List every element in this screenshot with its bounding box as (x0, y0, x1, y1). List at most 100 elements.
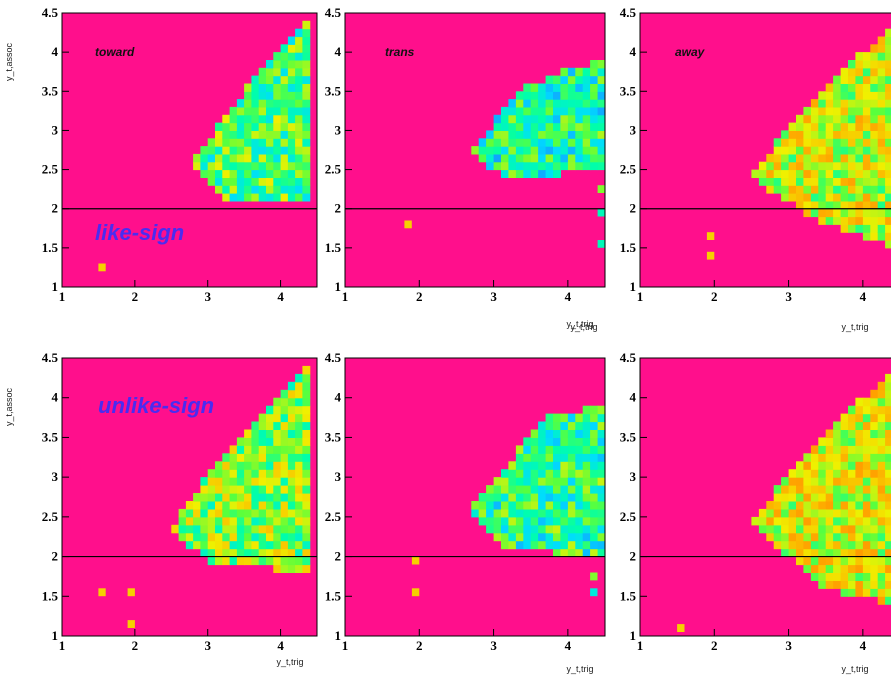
heatmap-cell (287, 161, 296, 171)
heatmap-cell (590, 548, 599, 558)
heatmap-cell (515, 114, 524, 124)
heatmap-cell (515, 516, 524, 526)
heatmap-cell (855, 169, 864, 178)
heatmap-cell (575, 508, 584, 518)
heatmap-cell (251, 161, 260, 171)
heatmap-cell (788, 548, 797, 558)
heatmap-cell (803, 556, 812, 566)
heatmap-cell (597, 421, 605, 430)
heatmap-cell (302, 397, 311, 407)
heatmap-cell (870, 122, 879, 131)
heatmap-cell (553, 114, 561, 124)
heatmap-cell (287, 413, 296, 423)
heatmap-cell (215, 548, 223, 558)
heatmap-cell (530, 138, 539, 147)
heatmap-cell (501, 485, 509, 494)
heatmap-cell (567, 485, 576, 494)
heatmap-cell (803, 146, 812, 155)
heatmap-cell (493, 122, 502, 131)
heatmap-cell (523, 153, 532, 163)
heatmap-cell (848, 114, 856, 124)
heatmap-cell (287, 445, 296, 454)
heatmap-cell (222, 169, 231, 178)
heatmap-cell (870, 580, 879, 589)
heatmap-cell (590, 540, 599, 550)
heatmap-cell (273, 532, 282, 542)
heatmap-cell (590, 524, 599, 534)
heatmap-cell (493, 493, 502, 502)
heatmap-cell (855, 556, 864, 566)
heatmap-cell (862, 413, 871, 423)
heatmap-cell (251, 429, 260, 438)
heatmap-cell (222, 508, 231, 518)
heatmap-cell (302, 421, 311, 430)
heatmap-cell (515, 169, 524, 178)
heatmap-cell (567, 437, 576, 446)
heatmap-cell (582, 469, 591, 478)
heatmap-cell (590, 516, 599, 526)
heatmap-cell (560, 138, 569, 147)
heatmap-cell (848, 75, 856, 84)
heatmap-cell (553, 413, 561, 423)
heatmap-cell (251, 540, 260, 550)
heatmap-cell (207, 501, 216, 510)
heatmap-cell (855, 493, 864, 502)
heatmap-cell (287, 83, 296, 92)
heatmap-cell (825, 114, 834, 124)
heatmap-cell (885, 130, 891, 139)
heatmap-cell (222, 130, 231, 139)
heatmap-cell (553, 421, 561, 430)
heatmap-cell (855, 200, 864, 210)
heatmap-cell (258, 485, 267, 494)
heatmap-cell (236, 193, 245, 202)
heatmap-cell (280, 429, 289, 438)
heatmap-cell (215, 501, 223, 510)
heatmap-cell (825, 161, 834, 171)
y-tick-label: 2 (630, 549, 637, 564)
heatmap-cell (295, 397, 303, 407)
heatmap-cell (538, 532, 547, 542)
heatmap-cell (788, 146, 797, 155)
heatmap-cell (258, 437, 267, 446)
heatmap-cell (818, 572, 827, 581)
heatmap-cell (582, 161, 591, 171)
heatmap-cell (582, 429, 591, 438)
heatmap-cell (803, 548, 812, 558)
heatmap-cell (273, 477, 282, 486)
heatmap-cell (567, 469, 576, 478)
y-tick-label: 1.5 (325, 240, 342, 255)
heatmap-cell (560, 146, 569, 155)
heatmap-cell (222, 516, 231, 526)
heatmap-cell (575, 413, 584, 423)
heatmap-cell (258, 169, 267, 178)
heatmap-cell (295, 114, 303, 124)
heatmap-cell (287, 548, 296, 558)
heatmap-cell (803, 177, 812, 186)
heatmap-cell (538, 461, 547, 470)
heatmap-cell (295, 193, 303, 202)
heatmap-cell (258, 556, 267, 566)
heatmap-cell (582, 99, 591, 108)
heatmap-cell (244, 437, 252, 446)
heatmap-cell (818, 138, 827, 147)
heatmap-cell (251, 477, 260, 486)
heatmap-cell (193, 532, 201, 542)
heatmap-cell (560, 548, 569, 558)
heatmap-cell (885, 193, 891, 202)
heatmap-cell (803, 532, 812, 542)
heatmap-cell (877, 185, 886, 194)
heatmap-cell (302, 122, 311, 131)
heatmap-cell (251, 548, 260, 558)
heatmap-cell (560, 413, 569, 423)
heatmap-cell (877, 477, 886, 486)
heatmap-cell (493, 532, 502, 542)
heatmap-cell (840, 564, 849, 573)
heatmap-cell (818, 200, 827, 210)
heatmap-cell (280, 453, 289, 462)
heatmap-cell (803, 493, 812, 502)
heatmap-cell (287, 524, 296, 534)
heatmap-cell (781, 548, 790, 558)
heatmap-cell (236, 146, 245, 155)
heatmap-cell (266, 193, 274, 202)
y-tick-label: 2 (52, 201, 59, 216)
